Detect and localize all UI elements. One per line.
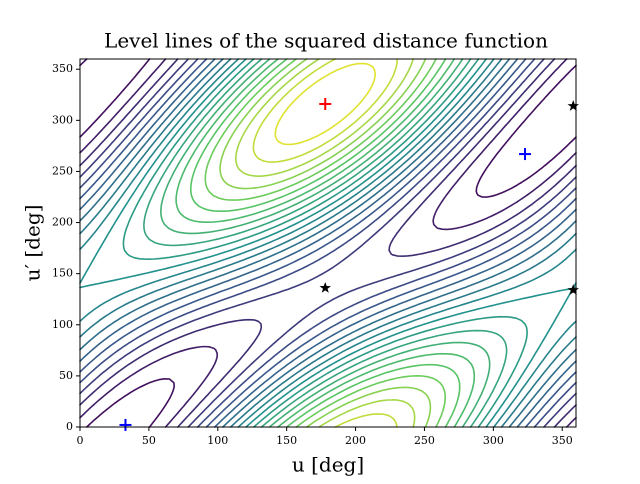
star-marker xyxy=(319,282,331,293)
plus-marker xyxy=(519,148,532,161)
x-tick-label: 200 xyxy=(345,434,366,447)
plot-frame xyxy=(79,58,577,428)
y-tick-label: 300 xyxy=(52,113,73,126)
star-marker xyxy=(567,100,579,111)
contour-lines xyxy=(79,58,577,428)
x-tick-label: 150 xyxy=(276,434,297,447)
y-tick-label: 350 xyxy=(52,62,73,75)
x-tick-label: 300 xyxy=(483,434,504,447)
contour-line xyxy=(79,58,577,428)
x-tick-label: 250 xyxy=(414,434,435,447)
contour-line xyxy=(79,58,577,428)
contour-line xyxy=(79,58,577,428)
y-tick-label: 50 xyxy=(59,369,73,382)
contour-line xyxy=(190,58,461,428)
contour-line xyxy=(252,58,398,428)
contour-line xyxy=(235,58,416,428)
chart-title: Level lines of the squared distance func… xyxy=(104,29,548,53)
x-tick-label: 0 xyxy=(77,434,84,447)
contour-line xyxy=(79,58,577,428)
markers xyxy=(119,97,579,431)
y-tick-label: 0 xyxy=(66,420,73,433)
contour-line xyxy=(122,58,528,428)
contour-line xyxy=(143,58,508,428)
contour-line xyxy=(79,58,577,428)
y-tick-label: 250 xyxy=(52,164,73,177)
y-tick-label: 200 xyxy=(52,216,73,229)
contour-line xyxy=(79,58,577,428)
star-marker xyxy=(567,284,579,295)
contour-line xyxy=(79,58,577,428)
x-tick-label: 50 xyxy=(142,434,156,447)
y-axis-label: u′ [deg] xyxy=(21,205,45,282)
plus-marker xyxy=(119,418,132,431)
contour-line xyxy=(274,62,376,146)
y-tick-label: 100 xyxy=(52,318,73,331)
x-tick-label: 100 xyxy=(207,434,228,447)
x-tick-label: 350 xyxy=(552,434,573,447)
x-axis-label: u [deg] xyxy=(292,453,364,477)
contour-line xyxy=(204,58,446,428)
y-tick-label: 150 xyxy=(52,267,73,280)
contour-line xyxy=(160,58,491,428)
plus-marker xyxy=(319,97,332,110)
